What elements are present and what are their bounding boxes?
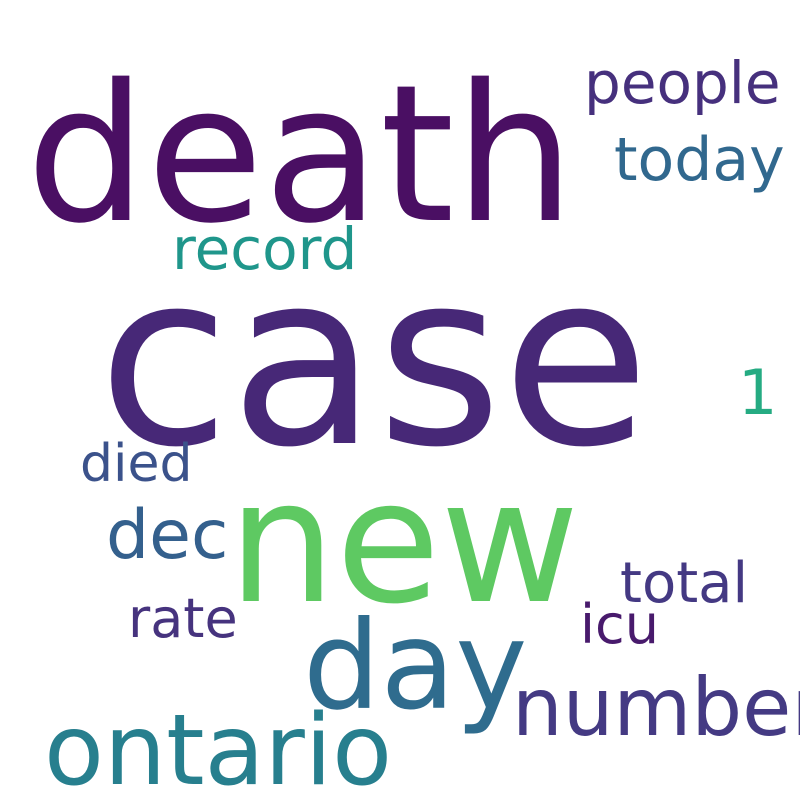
word-today: today xyxy=(614,125,785,195)
word-case: case xyxy=(98,220,650,500)
word-people: people xyxy=(584,49,781,117)
word-total: total xyxy=(620,551,749,616)
word-ontario: ontario xyxy=(44,694,393,800)
word-1: 1 xyxy=(738,356,778,429)
word-icu: icu xyxy=(580,593,659,656)
word-day: day xyxy=(303,595,528,737)
word-dec: dec xyxy=(106,496,229,575)
word-number: number xyxy=(512,661,800,754)
word-new: new xyxy=(228,444,580,642)
word-record: record xyxy=(172,215,358,283)
word-died: died xyxy=(80,434,193,494)
word-death: death xyxy=(26,44,575,265)
word-rate: rate xyxy=(128,587,238,650)
